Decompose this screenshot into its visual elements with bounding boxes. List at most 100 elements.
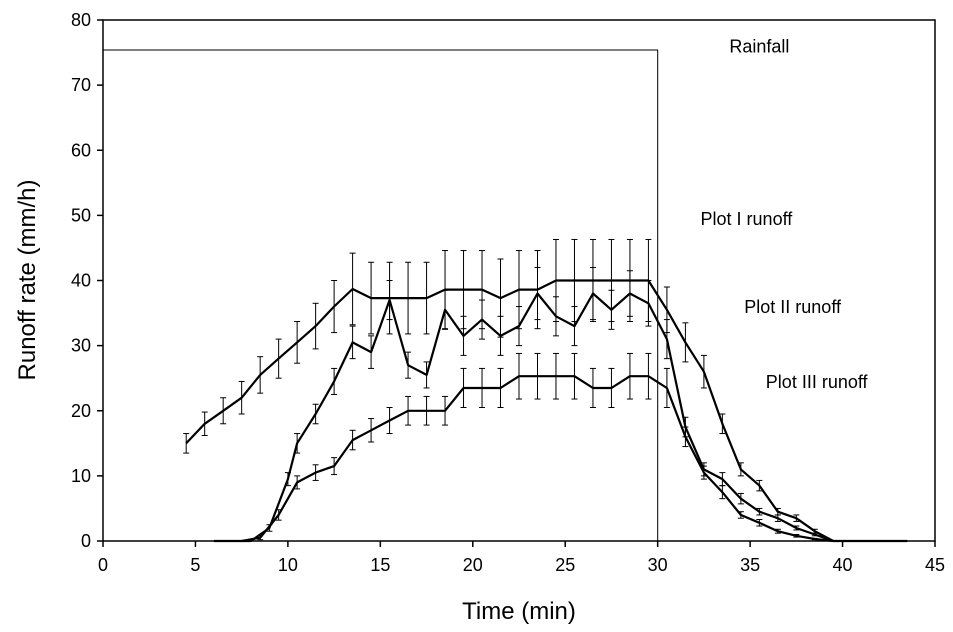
plot-iii-runoff-error-bar (331, 457, 338, 476)
y-tick-label: 40 (71, 271, 91, 291)
plot-ii-runoff-error-bar (626, 270, 633, 317)
plot-iii-runoff-error-bar (756, 519, 763, 527)
plot-iii-runoff-error-bar (552, 352, 559, 400)
y-tick-label: 70 (71, 75, 91, 95)
plot-i-runoff-error-bar (719, 413, 726, 435)
x-tick-label: 15 (370, 555, 390, 575)
plot-i-runoff-error-bar (682, 322, 689, 363)
plot-i-runoff-error-bar (312, 302, 319, 350)
plot-i-runoff-error-bar (737, 462, 744, 477)
x-tick-label: 0 (98, 555, 108, 575)
plot-iii-runoff-error-bar (442, 395, 449, 426)
plot-iii-runoff-error-bar (294, 475, 301, 490)
plot-i-runoff-error-bar (257, 356, 264, 394)
plot-ii-runoff-error-bar (756, 507, 763, 516)
plot-ii-runoff-error-bar (479, 299, 486, 340)
plot-ii-runoff-error-bar (534, 266, 541, 321)
y-tick-label: 80 (71, 10, 91, 30)
plot-ii-runoff-error-bar (460, 315, 467, 356)
y-tick-label: 60 (71, 140, 91, 160)
y-tick-label: 0 (81, 531, 91, 551)
rainfall-line (103, 49, 659, 541)
plot-ii-runoff-error-bar (349, 325, 356, 360)
annotation-plot-i-runoff: Plot I runoff (701, 209, 794, 229)
x-tick-label: 5 (190, 555, 200, 575)
plot-iii-runoff-error-bar (700, 465, 707, 480)
annotation-plot-ii-runoff: Plot II runoff (744, 297, 842, 317)
plot-ii-runoff-error-bar (811, 532, 818, 537)
plot-i-runoff-error-bar (700, 354, 707, 389)
plot-iii-runoff-error-bar (774, 528, 781, 534)
plot-ii-runoff-error-bar (331, 367, 338, 395)
annotation-rainfall: Rainfall (729, 37, 789, 57)
y-axis-title: Runoff rate (mm/h) (14, 180, 41, 381)
plot-iii-runoff-error-bar (589, 367, 596, 408)
plot-iii-runoff-error-bar (460, 367, 467, 408)
x-tick-label: 30 (648, 555, 668, 575)
plot-i-runoff-error-bar (368, 261, 375, 335)
plot-ii-runoff-error-bar (442, 289, 449, 330)
plot-iii-runoff-error-bar (349, 429, 356, 451)
plot-i-runoff-error-bar (183, 433, 190, 454)
plot-ii-runoff-error-bar (645, 280, 652, 327)
rainfall-series (103, 49, 659, 541)
plot-iii-runoff-error-bar (645, 352, 652, 400)
plot-i-runoff-error-bar (201, 411, 208, 436)
annotation-plot-iii-runoff: Plot III runoff (766, 372, 869, 392)
x-tick-label: 45 (925, 555, 945, 575)
plot-iii-runoff-error-bar (663, 367, 670, 408)
plot-ii-runoff-error-bar (774, 514, 781, 522)
plot-iii-runoff-error-bar (275, 509, 282, 521)
plot-iii-runoff-error-bar (479, 367, 486, 408)
plot-ii-runoff-error-bar (589, 266, 596, 321)
plot-ii-runoff-error-bar (405, 351, 412, 379)
plot-iii-runoff-error-bar (737, 511, 744, 519)
plot-iii-runoff-error-bar (626, 352, 633, 400)
plot-iii-runoff-error-bar (368, 418, 375, 443)
plot-iii-runoff-error-bar (386, 406, 393, 435)
plot-iii-runoff-error-bar (811, 537, 818, 541)
x-tick-label: 40 (833, 555, 853, 575)
plot-iii-runoff-error-bar (405, 395, 412, 426)
plot-ii-runoff-error-bar (663, 319, 670, 360)
x-tick-label: 25 (555, 555, 575, 575)
plot-iii-runoff-error-bar (257, 535, 264, 541)
x-tick-label: 35 (740, 555, 760, 575)
x-tick-label: 20 (463, 555, 483, 575)
plot-iii-runoff-error-bar (497, 367, 504, 408)
plot-i-runoff-error-bar (793, 514, 800, 522)
plot-i-runoff-error-bar (405, 261, 412, 335)
plot-iii-runoff-error-bar (682, 426, 689, 448)
plot-i-runoff-error-bar (423, 261, 430, 335)
plot-iii-runoff-error-bar (534, 352, 541, 400)
plot-ii-runoff-error-bar (386, 280, 393, 321)
plot-iii-runoff-error-bar (312, 464, 319, 481)
plot-ii-runoff-error-bar (294, 433, 301, 454)
plot-i-runoff-error-bar (349, 252, 356, 326)
x-tick-label: 10 (278, 555, 298, 575)
plot-i-runoff-error-bar (294, 321, 301, 364)
y-tick-label: 10 (71, 466, 91, 486)
plot-iii-runoff-error-bar (793, 533, 800, 538)
plot-iii-runoff-error-bar (719, 485, 726, 500)
plot-ii-runoff-error-bar (552, 296, 559, 337)
plot-i-runoff-error-bar (275, 338, 282, 379)
plot-iii-runoff-error-bar (608, 367, 615, 408)
plot-ii-runoff-error-bar (571, 306, 578, 347)
plot-i-runoff-error-bar (220, 397, 227, 425)
plot-ii-runoff-error-bar (737, 492, 744, 505)
plot-i-runoff-line (185, 279, 908, 543)
plot-i-runoff-error-bar (331, 280, 338, 334)
plot-ii-runoff-series (213, 266, 834, 543)
plot-iii-runoff-line (241, 375, 834, 543)
plot-ii-runoff-error-bar (497, 315, 504, 356)
y-tick-label: 20 (71, 401, 91, 421)
plot-i-runoff-error-bar (238, 380, 245, 415)
plot-ii-runoff-error-bar (284, 472, 291, 487)
plot-iii-runoff-error-bar (516, 352, 522, 400)
plot-area: Rainfall Plot I runoff Plot II runoff Plot … (103, 37, 908, 543)
plot-iii-runoff-series (241, 352, 834, 543)
plot-i-runoff-error-bar (756, 479, 763, 492)
plot-iii-runoff-error-bar (571, 352, 578, 400)
